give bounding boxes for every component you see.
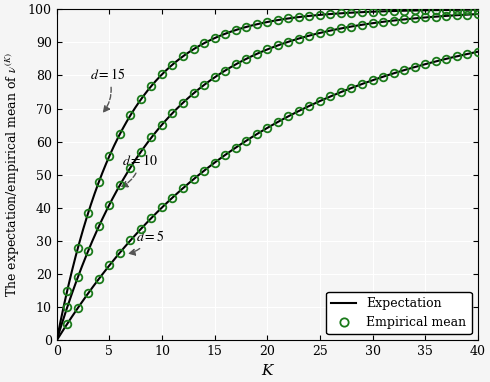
Text: $d = 5$: $d = 5$ bbox=[129, 229, 164, 255]
Text: $d = 10$: $d = 10$ bbox=[122, 153, 158, 187]
X-axis label: K: K bbox=[262, 364, 273, 378]
Y-axis label: The expectation/empirical mean of $\nu^{(K)}$: The expectation/empirical mean of $\nu^{… bbox=[4, 52, 22, 297]
Text: $d = 15$: $d = 15$ bbox=[90, 67, 126, 112]
Legend: Expectation, Empirical mean: Expectation, Empirical mean bbox=[326, 292, 471, 334]
